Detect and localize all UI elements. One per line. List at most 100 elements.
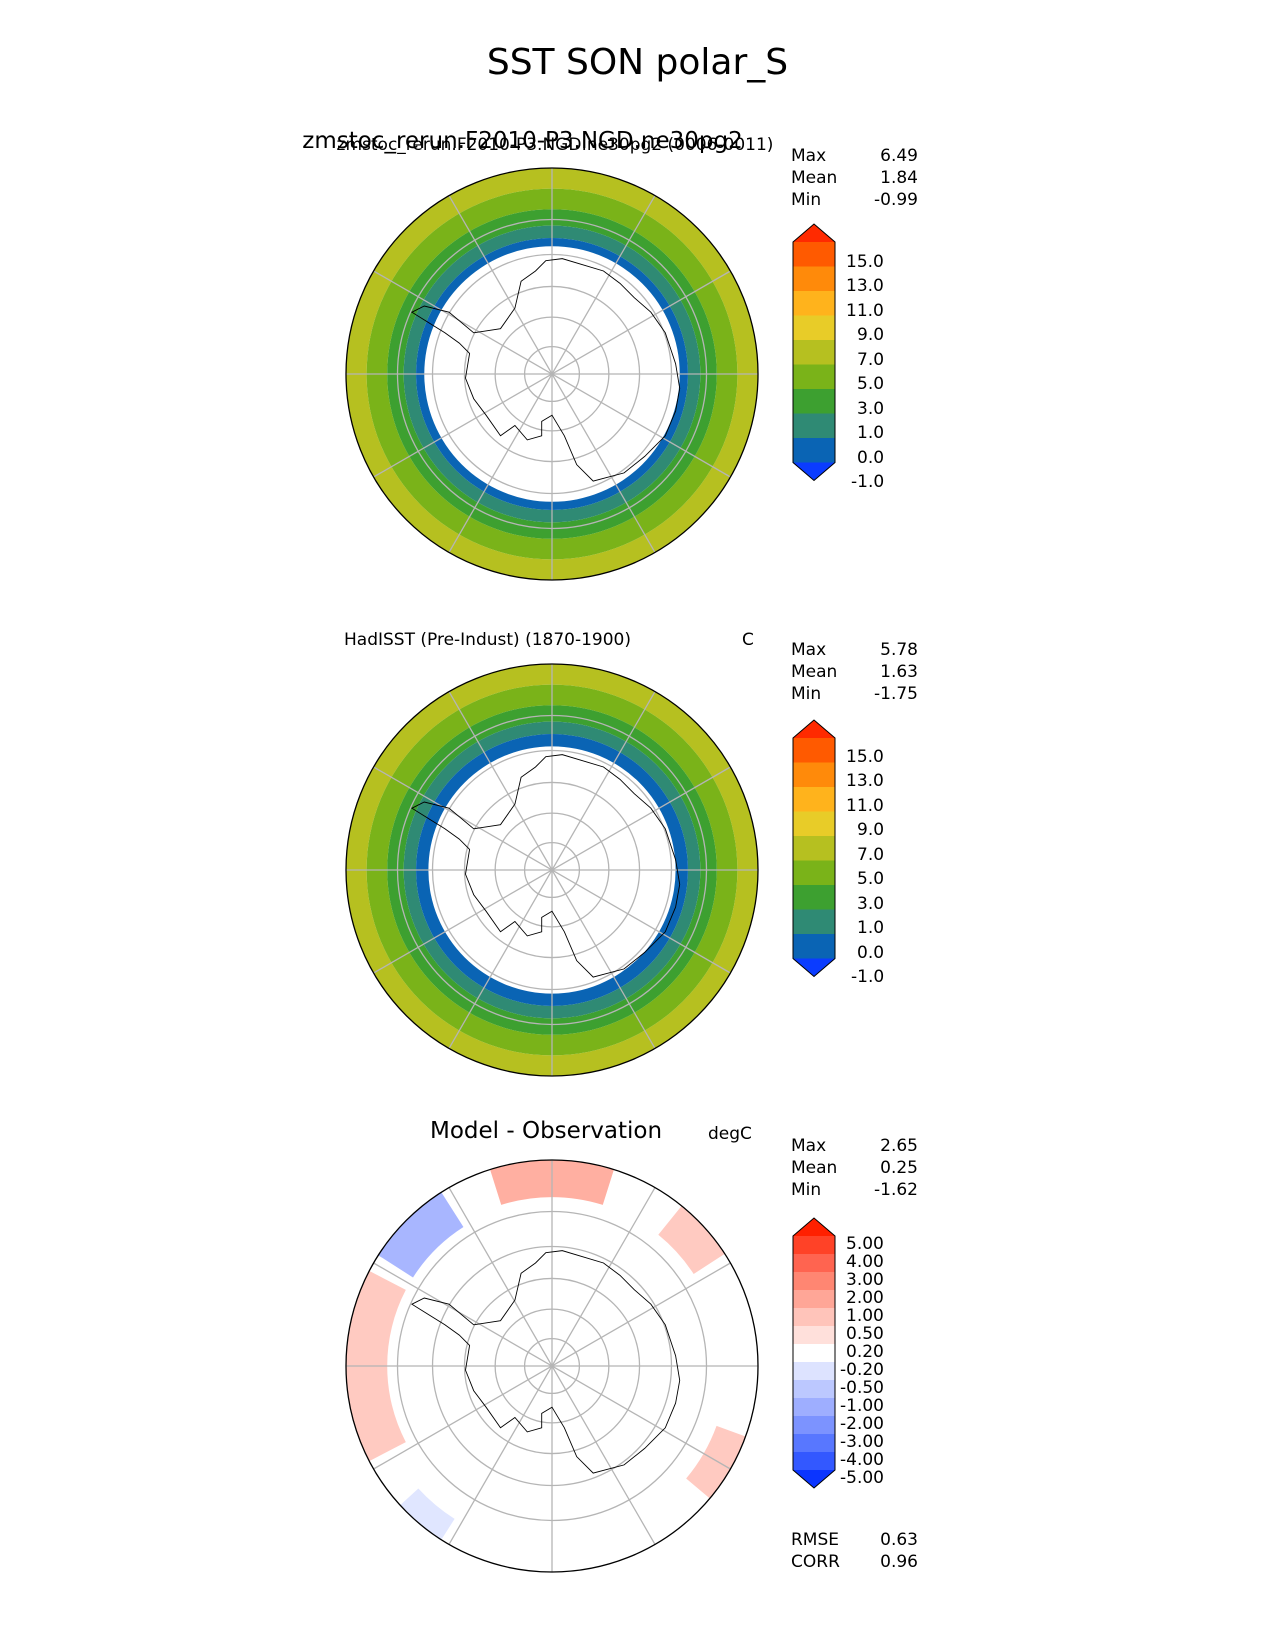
panel3-max-label: Max <box>791 1136 827 1156</box>
panel3-corr-value: 0.96 <box>880 1552 918 1572</box>
panel2-cb-tick: 9.0 <box>857 820 885 840</box>
colorbar-segment <box>793 1344 835 1363</box>
colorbar-segment <box>793 934 835 959</box>
colorbar-segment <box>793 738 835 763</box>
panel1-title: zmstoc_rerun.F2010-P3.NGD.ne30pg2 <box>302 128 743 154</box>
panel3-cb-tick: 0.50 <box>846 1324 884 1344</box>
antarctica-coastline <box>411 1250 681 1474</box>
panel1-subtitle: zmstoc_rerun.F2010-P3.NGD.ne30pg2 (0006-… <box>336 135 774 155</box>
panel3-cb-tick: -1.00 <box>840 1396 884 1416</box>
colorbar-1 <box>792 223 836 482</box>
panel3-cb-tick: -2.00 <box>840 1414 884 1434</box>
map-panel-2 <box>345 663 759 1077</box>
colorbar-segment <box>793 340 835 365</box>
colorbar-segment <box>793 389 835 414</box>
panel2-cb-tick: 15.0 <box>846 747 884 767</box>
panel1-cb-tick: 3.0 <box>857 399 885 419</box>
map-panel-3 <box>345 1159 759 1573</box>
colorbar-extend-max <box>793 224 835 242</box>
panel3-corr-label: CORR <box>791 1552 840 1572</box>
colorbar-2 <box>792 719 836 978</box>
colorbar-segment <box>793 836 835 861</box>
colorbar-segment <box>793 413 835 439</box>
colorbar-segment <box>793 1236 835 1255</box>
panel2-mean-label: Mean <box>791 662 838 682</box>
colorbar-segment <box>793 266 835 292</box>
panel3-cb-tick: 5.00 <box>846 1234 884 1254</box>
colorbar-segment <box>793 1290 835 1309</box>
panel2-max-label: Max <box>791 640 827 660</box>
colorbar-segment <box>793 1452 835 1471</box>
panel2-cb-tick: 3.0 <box>857 894 885 914</box>
panel2-cb-tick: 1.0 <box>857 918 885 938</box>
colorbar-segment <box>793 1362 835 1381</box>
colorbar-3 <box>792 1217 836 1489</box>
panel2-cb-tick: 7.0 <box>857 845 885 865</box>
colorbar-segment <box>793 885 835 910</box>
panel3-cb-tick: 4.00 <box>846 1252 884 1272</box>
panel3-mean-label: Mean <box>791 1158 838 1178</box>
colorbar-segment <box>793 860 835 886</box>
panel1-cb-tick: 0.0 <box>857 448 885 468</box>
colorbar-segment <box>793 909 835 935</box>
colorbar-segment <box>793 1380 835 1399</box>
panel3-cb-tick: -5.00 <box>840 1468 884 1488</box>
anomaly-patch <box>686 1425 750 1501</box>
longitude-gridline <box>373 270 731 478</box>
panel3-units: degC <box>708 1124 752 1144</box>
colorbar-segment <box>793 1272 835 1291</box>
colorbar-segment <box>793 762 835 788</box>
panel2-mean-value: 1.63 <box>880 662 918 682</box>
map-boundary <box>345 1159 759 1573</box>
colorbar-extend-min <box>793 958 835 977</box>
colorbar-segment <box>793 291 835 316</box>
panel3-cb-tick: -3.00 <box>840 1432 884 1452</box>
panel2-cb-tick: 5.0 <box>857 869 885 889</box>
colorbar-segment <box>793 242 835 267</box>
colorbar-extend-min <box>793 1470 835 1488</box>
colorbar-outline <box>792 223 836 482</box>
panel1-mean-value: 1.84 <box>880 168 918 188</box>
colorbar-segment <box>793 787 835 812</box>
panel2-min-value: -1.75 <box>874 684 918 704</box>
panel1-max-label: Max <box>791 146 827 166</box>
panel1-max-value: 6.49 <box>880 146 918 166</box>
colorbar-extend-max <box>793 720 835 738</box>
panel3-min-label: Min <box>791 1180 822 1200</box>
panel3-cb-tick: 0.20 <box>846 1342 884 1362</box>
panel1-cb-tick: 7.0 <box>857 350 885 370</box>
panel2-max-value: 5.78 <box>880 640 918 660</box>
panel3-mean-value: 0.25 <box>880 1158 918 1178</box>
panel3-max-value: 2.65 <box>880 1136 918 1156</box>
panel1-cb-tick: 9.0 <box>857 325 885 345</box>
colorbar-segment <box>793 1434 835 1453</box>
figure-title: SST SON polar_S <box>486 42 789 83</box>
colorbar-outline <box>792 1217 836 1489</box>
anomaly-patch <box>374 1188 464 1278</box>
colorbar-segment <box>793 1308 835 1327</box>
panel3-title: Model - Observation <box>430 1118 663 1144</box>
panel1-cb-tick: 13.0 <box>846 276 884 296</box>
panel3-cb-tick: -0.20 <box>840 1360 884 1380</box>
colorbar-extend-min <box>793 462 835 481</box>
map-panel-1 <box>345 167 759 581</box>
antarctica-coastline <box>411 754 681 978</box>
panel1-cb-tick: 5.0 <box>857 374 885 394</box>
longitude-gridline <box>373 766 731 974</box>
colorbar-segment <box>793 315 835 341</box>
panel2-cb-tick: 0.0 <box>857 943 885 963</box>
panel2-min-label: Min <box>791 684 822 704</box>
map-boundary <box>345 167 759 581</box>
panel3-rmse-value: 0.63 <box>880 1530 918 1550</box>
panel1-min-label: Min <box>791 190 822 210</box>
colorbar-extend-max <box>793 1218 835 1236</box>
map-boundary <box>345 663 759 1077</box>
panel2-units: C <box>742 630 754 650</box>
panel2-cb-tick: 11.0 <box>846 796 884 816</box>
colorbar-segment <box>793 1326 835 1345</box>
anomaly-patch <box>658 1202 729 1274</box>
panel1-min-value: -0.99 <box>874 190 918 210</box>
panel1-cb-tick: 11.0 <box>846 301 884 321</box>
anomaly-patch <box>397 1488 455 1544</box>
panel2-cb-tick: -1.0 <box>851 967 885 987</box>
